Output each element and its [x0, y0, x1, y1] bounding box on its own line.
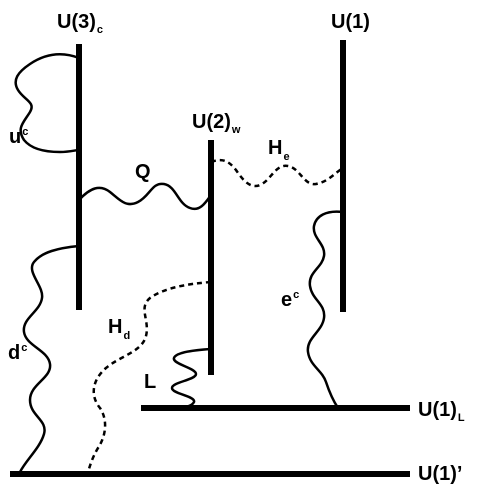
label-l-base: L	[144, 371, 157, 393]
label-q: Q	[135, 162, 151, 182]
label-he-sub: e	[283, 151, 290, 163]
string-dc	[18, 244, 80, 473]
label-u1L-base: U(1)	[418, 399, 457, 421]
string-ec	[306, 210, 344, 409]
label-ec-sup: c	[293, 289, 300, 301]
label-u3c-sub: c	[96, 24, 104, 36]
label-u1prime: U(1)’	[418, 464, 462, 484]
label-q-base: Q	[135, 161, 151, 183]
label-u2w-sub: w	[231, 124, 241, 136]
label-u2w: U(2)w	[192, 111, 241, 136]
label-dc-base: d	[8, 342, 21, 364]
string-q	[78, 182, 213, 211]
string-uc	[14, 53, 80, 154]
label-hd: Hd	[108, 316, 131, 342]
label-he-base: H	[268, 137, 283, 159]
label-uc-sup: c	[22, 126, 29, 138]
label-u1: U(1)	[331, 12, 370, 32]
label-dc-sup: c	[21, 342, 28, 354]
label-uc: uc	[9, 126, 29, 150]
label-hd-sub: d	[123, 330, 131, 342]
label-u1-base: U(1)	[331, 11, 370, 33]
string-hd	[86, 280, 212, 473]
string-he	[210, 158, 344, 188]
label-u3c-base: U(3)	[57, 11, 96, 33]
label-ec-base: e	[281, 289, 293, 311]
label-u1prime-base: U(1)’	[418, 463, 463, 485]
string-l	[170, 347, 212, 410]
label-u3c: U(3)c	[57, 11, 104, 36]
label-hd-base: H	[108, 316, 123, 338]
label-l: L	[144, 372, 156, 392]
label-dc: dc	[8, 342, 28, 366]
label-u1L-sub: L	[457, 412, 465, 424]
label-uc-base: u	[9, 126, 22, 148]
label-u1L: U(1)L	[418, 399, 465, 424]
label-ec: ec	[281, 289, 300, 313]
label-u2w-base: U(2)	[192, 111, 231, 133]
label-he: He	[268, 137, 290, 163]
